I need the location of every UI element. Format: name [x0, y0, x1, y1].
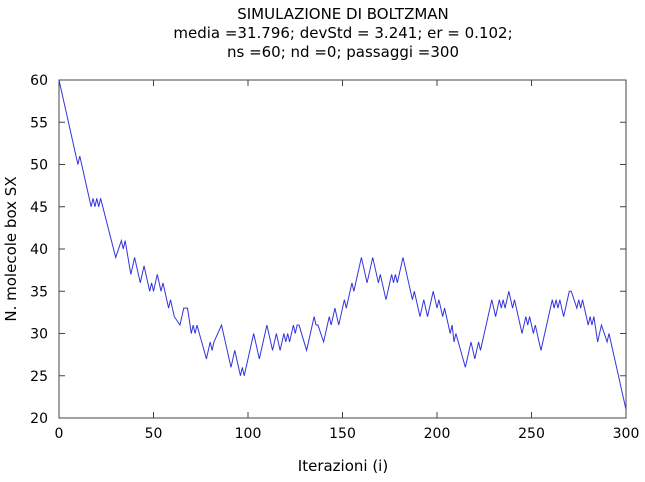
y-tick-label: 25 — [30, 369, 48, 385]
x-tick-label: 300 — [613, 426, 640, 442]
y-tick-label: 50 — [30, 158, 48, 174]
x-tick-label: 250 — [518, 426, 545, 442]
x-tick-label: 100 — [235, 426, 262, 442]
y-tick-label: 45 — [30, 200, 48, 216]
y-tick-label: 40 — [30, 242, 48, 258]
chart-title: SIMULAZIONE DI BOLTZMAN — [237, 5, 449, 23]
series-line — [58, 79, 627, 410]
x-tick-label: 150 — [329, 426, 356, 442]
chart-subtitle-1: media =31.796; devStd = 3.241; er = 0.10… — [173, 24, 512, 42]
y-tick-label: 30 — [30, 327, 48, 343]
chart-subtitle-2: ns =60; nd =0; passaggi =300 — [227, 43, 459, 61]
y-tick-label: 55 — [30, 115, 48, 131]
y-tick-label: 35 — [30, 284, 48, 300]
x-axis-label: Iterazioni (i) — [298, 457, 388, 475]
x-tick-label: 0 — [55, 426, 64, 442]
y-tick-label: 60 — [30, 73, 48, 89]
x-tick-label: 50 — [145, 426, 163, 442]
plot-frame — [58, 79, 627, 419]
y-tick-label: 20 — [30, 411, 48, 427]
x-tick-label: 200 — [424, 426, 451, 442]
y-axis-label: N. molecole box SX — [2, 176, 20, 321]
